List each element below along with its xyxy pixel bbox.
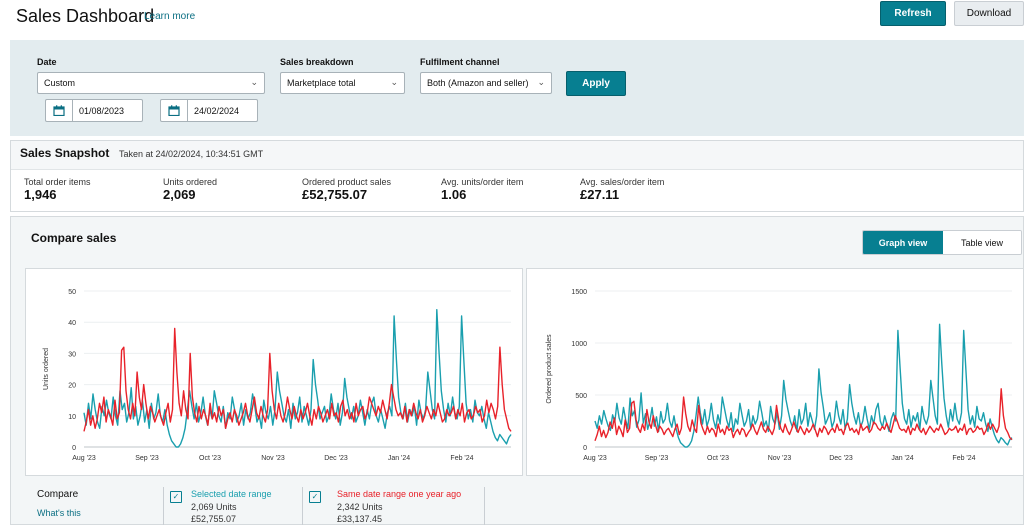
metric-label: Total order items bbox=[24, 177, 91, 187]
y-tick-label: 1500 bbox=[571, 289, 587, 296]
breakdown-select-value: Marketplace total bbox=[287, 78, 356, 88]
metric-value: 2,069 bbox=[163, 187, 196, 202]
x-tick-label: Jan '24 bbox=[388, 455, 410, 462]
whats-this-link[interactable]: What's this bbox=[37, 508, 81, 518]
download-button[interactable]: Download bbox=[954, 1, 1024, 26]
series-line bbox=[594, 388, 1013, 442]
x-tick-label: Nov '23 bbox=[261, 455, 285, 462]
snapshot-title: Sales Snapshot bbox=[20, 146, 110, 160]
chevron-down-icon: ⌄ bbox=[250, 77, 258, 87]
x-tick-label: Nov '23 bbox=[768, 455, 792, 462]
selected-range-sales: £52,755.07 bbox=[191, 514, 237, 524]
y-tick-label: 20 bbox=[68, 383, 76, 390]
y-tick-label: 30 bbox=[68, 351, 76, 358]
metric-value: 1,946 bbox=[24, 187, 57, 202]
compare-legend-title: Compare bbox=[37, 489, 79, 500]
x-tick-label: Feb '24 bbox=[450, 455, 473, 462]
calendar-icon[interactable] bbox=[161, 100, 188, 121]
date-from-value: 01/08/2023 bbox=[79, 105, 125, 116]
series-line bbox=[83, 327, 512, 432]
last-year-range-sales: £33,137.45 bbox=[337, 514, 383, 524]
units-chart-container: 0 10 20 30 40 50 Units ordered Aug '23 Sep '23 Oc… bbox=[25, 268, 523, 476]
breakdown-select[interactable]: Marketplace total ⌄ bbox=[280, 72, 405, 94]
y-tick-label: 1000 bbox=[571, 341, 587, 348]
units-ordered-chart: 0 10 20 30 40 50 Units ordered Aug '23 Sep '23 Oc… bbox=[43, 289, 512, 462]
y-tick-label: 50 bbox=[68, 289, 76, 296]
series-line bbox=[594, 323, 1013, 448]
legend-divider bbox=[163, 487, 164, 525]
page-title: Sales Dashboard bbox=[16, 6, 155, 26]
date-select[interactable]: Custom ⌄ bbox=[37, 72, 265, 94]
view-toggle: Graph view Table view bbox=[862, 230, 1022, 255]
snapshot-timestamp: Taken at 24/02/2024, 10:34:51 GMT bbox=[119, 149, 264, 159]
y-axis-label: Ordered product sales bbox=[546, 334, 553, 404]
date-from-field[interactable]: 01/08/2023 bbox=[45, 99, 143, 122]
last-year-range-label: Same date range one year ago bbox=[337, 489, 462, 499]
checkbox-checked-icon[interactable]: ✓ bbox=[309, 491, 321, 503]
graph-view-button[interactable]: Graph view bbox=[863, 231, 943, 254]
breakdown-label: Sales breakdown bbox=[280, 57, 354, 67]
sales-chart-container: 0 500 1000 1500 Ordered product sales Aug '23… bbox=[526, 268, 1024, 476]
metric-value: £52,755.07 bbox=[302, 187, 368, 202]
metric-label: Avg. units/order item bbox=[441, 177, 524, 187]
channel-label: Fulfilment channel bbox=[420, 57, 500, 67]
channel-select[interactable]: Both (Amazon and seller) ⌄ bbox=[420, 72, 552, 94]
y-tick-label: 40 bbox=[68, 320, 76, 327]
x-tick-label: Dec '23 bbox=[829, 455, 853, 462]
date-to-field[interactable]: 24/02/2024 bbox=[160, 99, 258, 122]
last-year-range-units: 2,342 Units bbox=[337, 502, 383, 512]
legend-divider bbox=[484, 487, 485, 525]
y-tick-label: 0 bbox=[72, 445, 76, 452]
x-tick-label: Oct '23 bbox=[707, 455, 729, 462]
metric-value: £27.11 bbox=[580, 187, 620, 202]
y-tick-label: 0 bbox=[583, 445, 587, 452]
y-tick-label: 500 bbox=[575, 393, 587, 400]
x-tick-label: Sep '23 bbox=[135, 455, 159, 462]
legend-divider bbox=[302, 487, 303, 525]
snapshot-header bbox=[11, 141, 1023, 170]
table-view-button[interactable]: Table view bbox=[943, 231, 1021, 254]
ordered-sales-chart: 0 500 1000 1500 Ordered product sales Aug '23… bbox=[546, 289, 1013, 462]
date-label: Date bbox=[37, 57, 57, 67]
x-tick-label: Feb '24 bbox=[952, 455, 975, 462]
refresh-button[interactable]: Refresh bbox=[880, 1, 946, 26]
selected-range-label: Selected date range bbox=[191, 489, 272, 499]
x-tick-label: Dec '23 bbox=[324, 455, 348, 462]
y-tick-label: 10 bbox=[68, 414, 76, 421]
metric-label: Ordered product sales bbox=[302, 177, 392, 187]
x-tick-label: Aug '23 bbox=[72, 455, 96, 462]
x-tick-label: Jan '24 bbox=[891, 455, 913, 462]
channel-select-value: Both (Amazon and seller) bbox=[427, 78, 529, 88]
x-tick-label: Aug '23 bbox=[583, 455, 607, 462]
learn-more-link[interactable]: Learn more bbox=[144, 11, 196, 22]
metric-label: Avg. sales/order item bbox=[580, 177, 665, 187]
compare-title: Compare sales bbox=[31, 231, 117, 245]
y-axis-label: Units ordered bbox=[43, 348, 50, 390]
x-tick-label: Oct '23 bbox=[199, 455, 221, 462]
calendar-icon[interactable] bbox=[46, 100, 73, 121]
metric-label: Units ordered bbox=[163, 177, 218, 187]
x-tick-label: Sep '23 bbox=[645, 455, 669, 462]
selected-range-units: 2,069 Units bbox=[191, 502, 237, 512]
apply-button[interactable]: Apply bbox=[566, 71, 626, 96]
metric-value: 1.06 bbox=[441, 187, 467, 202]
checkbox-checked-icon[interactable]: ✓ bbox=[170, 491, 182, 503]
chevron-down-icon: ⌄ bbox=[390, 77, 398, 87]
date-to-value: 24/02/2024 bbox=[194, 105, 240, 116]
date-select-value: Custom bbox=[44, 78, 76, 88]
chevron-down-icon: ⌄ bbox=[537, 77, 545, 87]
series-line bbox=[83, 309, 512, 448]
